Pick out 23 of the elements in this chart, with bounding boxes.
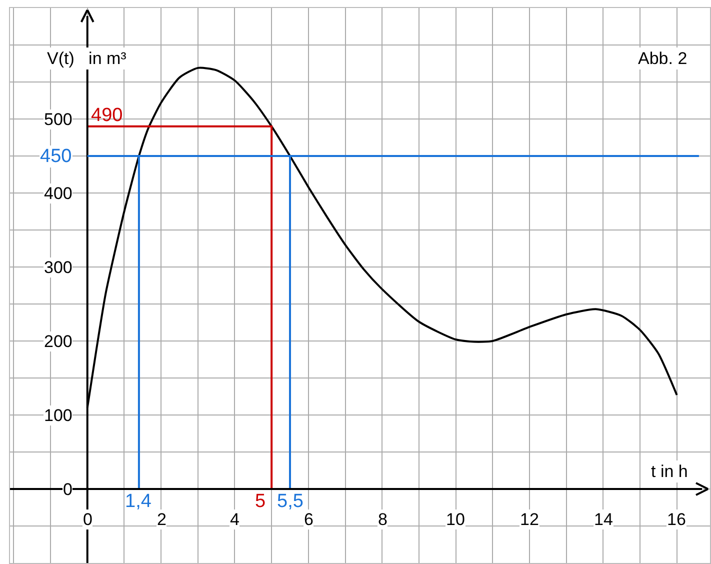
x-tick-label: 8 <box>378 510 388 529</box>
annotation: Abb. 2 <box>638 49 688 68</box>
x-tick-label: 12 <box>520 510 539 529</box>
x-axis-title: t in h <box>651 462 688 481</box>
y-tick-label: 300 <box>44 258 72 277</box>
annotation: 490 <box>91 105 123 126</box>
y-tick-label: 500 <box>44 110 72 129</box>
x-tick-label: 6 <box>304 510 314 529</box>
x-tick-label: 4 <box>230 510 240 529</box>
annotation: 5 <box>255 491 266 512</box>
x-tick-label: 16 <box>667 510 686 529</box>
annotation: 1,4 <box>125 491 152 512</box>
annotation: 5,5 <box>277 491 304 512</box>
y-axis-title: V(t) in m³ <box>47 49 127 68</box>
x-tick-label: 14 <box>594 510 613 529</box>
y-tick-label: 200 <box>44 332 72 351</box>
x-tick-label: 2 <box>157 510 166 529</box>
ref-line-label: 450 <box>40 146 72 167</box>
x-tick-label: 0 <box>83 510 92 529</box>
y-tick-label: 100 <box>44 406 72 425</box>
x-tick-label: 10 <box>446 510 465 529</box>
y-tick-label: 0 <box>63 480 72 499</box>
y-tick-label: 400 <box>44 184 72 203</box>
